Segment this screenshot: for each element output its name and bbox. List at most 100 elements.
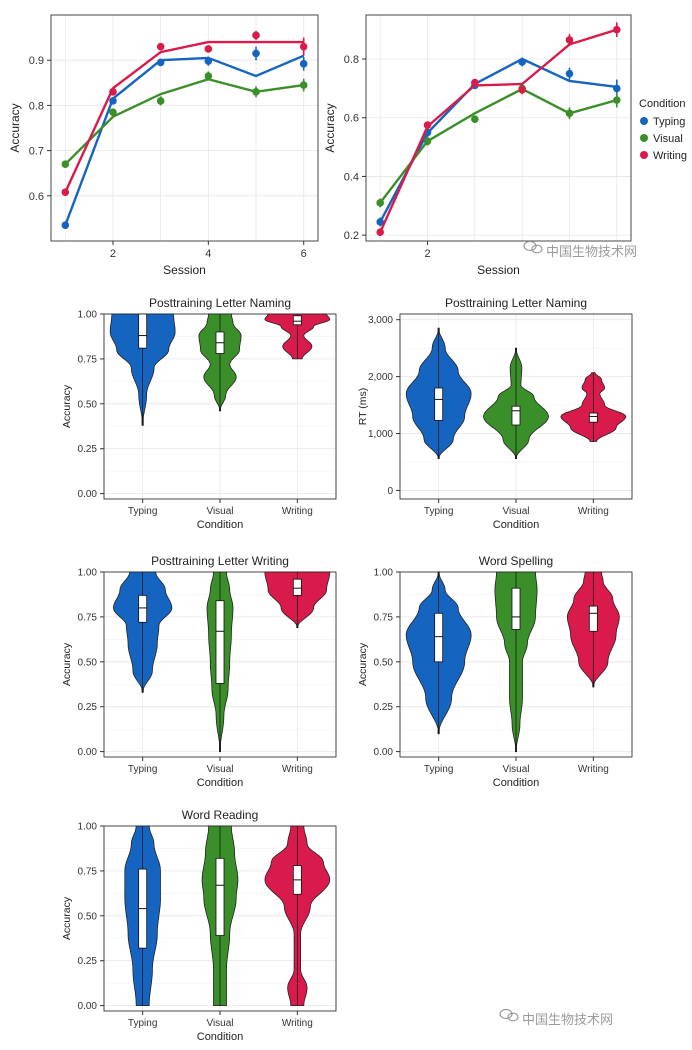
series-line-typing: [64, 54, 305, 226]
y-tick-label: 0.25: [78, 702, 98, 713]
y-tick-label: 0.4: [344, 171, 359, 183]
data-point-typing: [613, 84, 621, 93]
data-point-writing: [565, 36, 574, 44]
data-point-typing: [61, 221, 70, 229]
box-iqr: [588, 412, 598, 423]
x-axis-label: Session: [477, 263, 520, 277]
y-tick-label: 0.00: [374, 747, 394, 758]
x-tick-label: Writing: [282, 764, 313, 775]
data-point-visual: [61, 160, 70, 168]
y-tick-label: 0.00: [78, 489, 98, 500]
y-tick-label: 0.9: [29, 55, 44, 67]
x-tick-label: Typing: [128, 764, 157, 775]
x-tick-label: 2: [110, 248, 116, 260]
data-point-typing: [156, 58, 165, 67]
y-tick-label: 0.75: [78, 612, 98, 623]
watermark-bottom: 中国生物技术网: [522, 1013, 613, 1028]
data-point-visual: [613, 96, 621, 104]
y-tick-label: 1,000: [368, 429, 393, 440]
x-tick-label: Visual: [206, 764, 233, 775]
y-axis-label: Accuracy: [61, 896, 73, 940]
y-tick-label: 0.25: [78, 956, 98, 967]
legend-entry-visual: Visual: [653, 133, 683, 145]
box-iqr: [138, 313, 148, 349]
series-line-visual: [379, 87, 618, 204]
x-tick-label: 4: [205, 248, 211, 260]
data-point-writing: [423, 121, 432, 129]
chart-title: Word Spelling: [479, 554, 553, 568]
y-tick-label: 0.25: [374, 702, 394, 713]
chart-accuracy-session-left: 0.6 0.7 0.8 0.9 2 4 6 Session Accuracy: [8, 14, 319, 277]
x-tick-label: Typing: [424, 764, 453, 775]
x-tick-label: Writing: [578, 764, 609, 775]
x-axis-label: Condition: [197, 777, 243, 789]
y-axis-label: RT (ms): [357, 388, 369, 426]
legend-marker-typing: [640, 117, 648, 125]
chart-letter-naming-accuracy: Posttraining Letter Naming 0.00 0.25 0.50 0.…: [61, 296, 337, 531]
x-tick-label: Typing: [424, 506, 453, 517]
data-point-visual: [423, 137, 432, 146]
data-point-typing: [252, 49, 260, 58]
y-tick-label: 0.75: [374, 612, 394, 623]
x-tick-label: Typing: [128, 1018, 157, 1029]
y-tick-label: 0.00: [78, 747, 98, 758]
y-tick-label: 0.50: [374, 657, 394, 668]
plot-frame: [365, 14, 632, 242]
watermark-logo-bottom: [499, 1008, 519, 1022]
box-iqr: [138, 594, 148, 623]
y-tick-label: 0.75: [78, 354, 98, 365]
box-iqr: [434, 612, 444, 663]
data-point-typing: [518, 58, 526, 66]
x-tick-label: 2: [424, 248, 430, 260]
data-point-writing: [471, 78, 479, 87]
y-tick-label: 0.50: [78, 657, 98, 668]
y-axis-label: Accuracy: [61, 642, 73, 686]
x-tick-label: Typing: [128, 506, 157, 517]
x-axis-label: Session: [163, 263, 206, 277]
x-tick-label: Visual: [206, 1018, 233, 1029]
data-point-writing: [299, 42, 308, 51]
chart-letter-naming-rt: Posttraining Letter Naming 0 1,000 2,000 3,0…: [357, 296, 633, 531]
data-point-visual: [376, 199, 384, 207]
data-point-visual: [471, 115, 479, 123]
chart-letter-writing: Posttraining Letter Writing 0.00 0.25 0.50 0…: [61, 554, 337, 789]
data-point-typing: [299, 60, 308, 68]
data-point-writing: [613, 25, 621, 34]
y-tick-label: 0.6: [344, 113, 359, 125]
y-axis-label: Accuracy: [357, 642, 369, 686]
chart-word-reading: Word Reading 0.00 0.25 0.50 0.75 1.00 Accuracy…: [61, 808, 337, 1043]
x-tick-label: Visual: [502, 506, 529, 517]
chart-accuracy-session-right: 0.2 0.4 0.6 0.8 2 Session Accuracy Condition Typ…: [323, 14, 687, 277]
legend-entry-typing: Typing: [653, 116, 685, 128]
data-point-visual: [109, 108, 117, 116]
legend-title: Condition: [639, 98, 685, 110]
y-axis-label: Accuracy: [323, 103, 337, 152]
data-point-visual: [204, 72, 213, 80]
y-tick-label: 1.00: [78, 568, 98, 579]
data-point-writing: [518, 86, 526, 94]
box-iqr: [292, 315, 302, 326]
y-tick-label: 2,000: [368, 372, 393, 383]
box-iqr: [434, 387, 444, 421]
data-point-visual: [565, 109, 574, 118]
box-iqr: [511, 587, 521, 630]
x-axis-label: Condition: [493, 777, 539, 789]
plot-background: [51, 15, 318, 241]
data-point-writing: [376, 228, 384, 236]
y-tick-label: 0.50: [78, 911, 98, 922]
x-tick-label: 6: [301, 248, 307, 260]
plot-background: [366, 15, 631, 241]
y-tick-label: 0.75: [78, 866, 98, 877]
box-iqr: [215, 600, 225, 684]
y-tick-label: 0.6: [29, 191, 44, 203]
legend-marker-writing: [640, 151, 648, 159]
series-line-writing: [379, 28, 618, 233]
y-tick-label: 0.2: [344, 230, 359, 242]
chart-title: Posttraining Letter Naming: [445, 296, 587, 310]
x-axis-label: Condition: [493, 519, 539, 531]
y-tick-label: 1.00: [78, 822, 98, 833]
data-point-visual: [156, 97, 165, 105]
plot-frame: [50, 14, 319, 242]
data-point-typing: [376, 218, 384, 226]
